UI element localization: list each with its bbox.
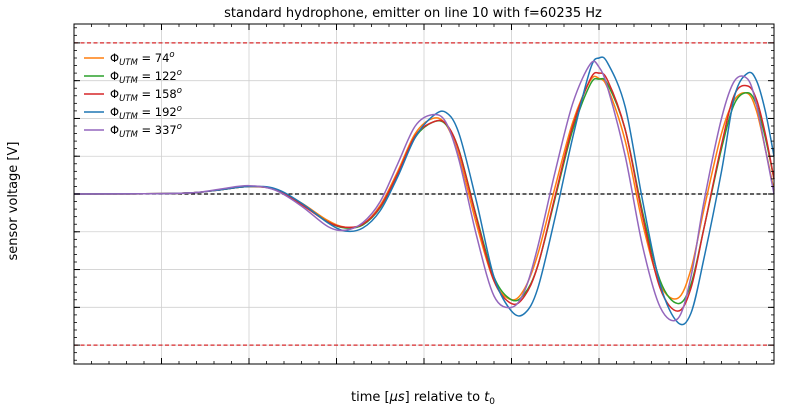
legend-sub-text: UTM <box>119 94 138 104</box>
legend-prefix-text: Φ <box>110 87 119 101</box>
legend-eq-text: = <box>138 69 155 83</box>
ticks <box>73 24 775 364</box>
legend-sup-text: o <box>177 68 182 78</box>
legend-sub-text: UTM <box>119 112 138 122</box>
legend-eq-text: = <box>138 123 155 137</box>
legend-sub-text: UTM <box>119 76 138 86</box>
legend-prefix-text: Φ <box>110 51 119 65</box>
x-axis-title-part: t <box>484 390 490 405</box>
x-axis-title-part: time [ <box>351 390 390 405</box>
legend-sup-text: o <box>177 86 182 96</box>
y-axis-title: sensor voltage [V] <box>6 142 21 261</box>
x-axis-title: time [μs] relative to t0 <box>351 390 495 407</box>
series-line <box>73 60 775 322</box>
x-axis-title-part: ] relative to <box>405 390 485 405</box>
legend-sup-text: o <box>177 122 182 132</box>
legend-value-text: 192 <box>155 105 177 119</box>
legend-value-text: 158 <box>155 87 177 101</box>
x-axis-title-part: μs <box>389 390 405 405</box>
legend-entry: ΦUTM = 192o <box>110 104 182 122</box>
chart-title: standard hydrophone, emitter on line 10 … <box>224 6 602 21</box>
legend-prefix-text: Φ <box>110 69 119 83</box>
legend-prefix-text: Φ <box>110 123 119 137</box>
legend-eq-text: = <box>138 51 155 65</box>
legend-entry: ΦUTM = 122o <box>110 68 182 86</box>
legend-prefix-text: Φ <box>110 105 119 119</box>
x-axis-title-part: 0 <box>489 397 495 407</box>
legend-value-text: 74 <box>155 51 170 65</box>
grid-layer <box>73 24 775 364</box>
legend-entry: ΦUTM = 74o <box>110 50 175 68</box>
legend-value-text: 122 <box>155 69 177 83</box>
legend-sub-text: UTM <box>119 58 138 68</box>
legend-entry: ΦUTM = 158o <box>110 86 182 104</box>
legend-sub-text: UTM <box>119 130 138 140</box>
legend-sup-text: o <box>169 50 174 60</box>
legend-eq-text: = <box>138 105 155 119</box>
legend-entry: ΦUTM = 337o <box>110 122 182 140</box>
legend-sup-text: o <box>177 104 182 114</box>
series-line <box>73 56 775 326</box>
series-line <box>73 71 775 312</box>
series-layer <box>73 56 775 326</box>
legend-eq-text: = <box>138 87 155 101</box>
legend-value-text: 337 <box>155 123 177 137</box>
